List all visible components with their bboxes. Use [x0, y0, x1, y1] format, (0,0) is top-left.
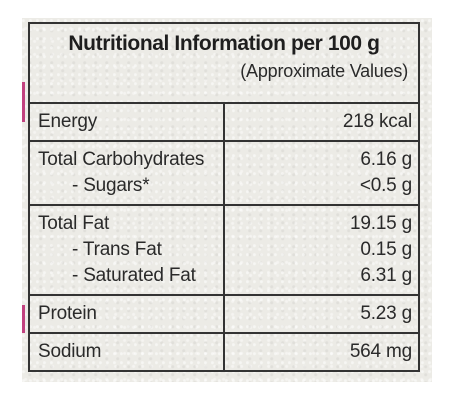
nutrient-name: Total Fat	[38, 213, 110, 234]
package-edge-stripe	[22, 305, 25, 333]
sub-nutrient-name: - Sugars*	[72, 175, 150, 196]
nutrient-value-cell: 19.15 g 0.15 g 6.31 g	[223, 204, 420, 296]
table-row-carbohydrates: Total Carbohydrates - Sugars* 6.16 g <0.…	[28, 140, 420, 206]
table-header-row: Nutritional Information per 100 g (Appro…	[28, 22, 420, 104]
table-subtitle: (Approximate Values)	[240, 61, 408, 81]
nutrient-name-cell: Protein	[28, 294, 225, 334]
nutrient-name: Energy	[38, 111, 98, 132]
nutrient-name: Sodium	[38, 341, 102, 362]
table-title: Nutritional Information per 100 g	[68, 32, 380, 55]
sub-nutrient-value: 6.31 g	[360, 265, 412, 286]
table-row-protein: Protein 5.23 g	[28, 294, 420, 334]
nutrient-value-cell: 564 mg	[223, 332, 420, 372]
nutrient-value: 19.15 g	[350, 213, 412, 234]
sub-nutrient-value: 0.15 g	[360, 239, 412, 260]
sub-nutrient-value: <0.5 g	[359, 175, 412, 196]
nutrient-value: 218 kcal	[342, 111, 412, 132]
nutrition-table: Nutritional Information per 100 g (Appro…	[28, 22, 420, 372]
nutrient-value: 564 mg	[349, 341, 412, 362]
nutrient-name-cell: Energy	[28, 102, 225, 142]
nutrient-name-cell: Total Fat - Trans Fat - Saturated Fat	[28, 204, 225, 296]
nutrient-value: 5.23 g	[360, 303, 412, 324]
sub-nutrient-name: - Saturated Fat	[72, 265, 196, 286]
nutrient-value: 6.16 g	[360, 149, 412, 170]
nutrient-value-cell: 5.23 g	[223, 294, 420, 334]
nutrient-name-cell: Total Carbohydrates - Sugars*	[28, 140, 225, 206]
nutrient-value-cell: 6.16 g <0.5 g	[223, 140, 420, 206]
sub-nutrient-name: - Trans Fat	[72, 239, 162, 260]
table-header: Nutritional Information per 100 g (Appro…	[28, 22, 420, 104]
table-row-energy: Energy 218 kcal	[28, 102, 420, 142]
nutrient-name: Protein	[38, 303, 97, 324]
nutrient-value-cell: 218 kcal	[223, 102, 420, 142]
package-edge-stripe	[22, 82, 25, 122]
nutrient-name: Total Carbohydrates	[38, 149, 205, 170]
table-row-sodium: Sodium 564 mg	[28, 332, 420, 372]
nutrient-name-cell: Sodium	[28, 332, 225, 372]
table-row-fat: Total Fat - Trans Fat - Saturated Fat 19…	[28, 204, 420, 296]
